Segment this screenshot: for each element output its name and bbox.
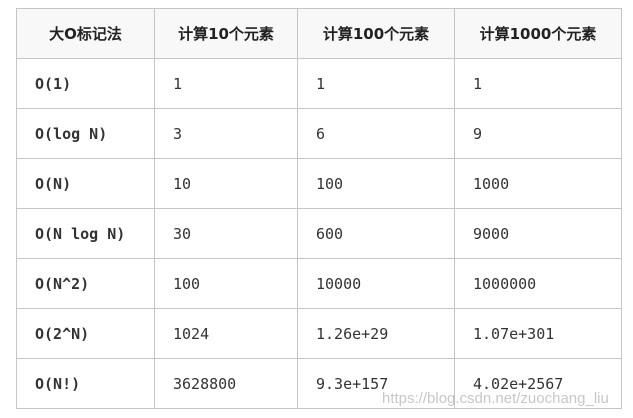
notation-cell: O(N log N) <box>16 208 155 259</box>
watermark: https://blog.csdn.net/zuochang_liu <box>382 390 609 407</box>
value-cell: 10 <box>154 158 298 209</box>
value-cell: 9.3e+157 <box>297 358 455 409</box>
header-1000: 计算1000个元素 <box>454 8 622 59</box>
value-cell: 10000 <box>297 258 455 309</box>
table-row: O(1) 1 1 1 <box>16 58 622 109</box>
notation-cell: O(log N) <box>16 108 155 159</box>
value-cell: 9000 <box>454 208 622 259</box>
header-10: 计算10个元素 <box>154 8 298 59</box>
value-cell: 100 <box>154 258 298 309</box>
value-cell: 30 <box>154 208 298 259</box>
notation-cell: O(2^N) <box>16 308 155 359</box>
value-cell: 3628800 <box>154 358 298 409</box>
table-row: O(N^2) 100 10000 1000000 <box>16 258 622 309</box>
notation-cell: O(N) <box>16 158 155 209</box>
value-cell: 1000 <box>454 158 622 209</box>
header-row: 大O标记法 计算10个元素 计算100个元素 计算1000个元素 <box>16 8 622 59</box>
value-cell: 3 <box>154 108 298 159</box>
notation-cell: O(N!) <box>16 358 155 409</box>
value-cell: 600 <box>297 208 455 259</box>
value-cell: 9 <box>454 108 622 159</box>
value-cell: 1024 <box>154 308 298 359</box>
notation-cell: O(N^2) <box>16 258 155 309</box>
header-notation: 大O标记法 <box>16 8 155 59</box>
table-row: O(N!) 3628800 9.3e+157 4.02e+2567 <box>16 358 622 409</box>
table-row: O(N) 10 100 1000 <box>16 158 622 209</box>
notation-cell: O(1) <box>16 58 155 109</box>
value-cell: 100 <box>297 158 455 209</box>
value-cell: 4.02e+2567 <box>454 358 622 409</box>
table-row: O(N log N) 30 600 9000 <box>16 208 622 259</box>
value-cell: 1.26e+29 <box>297 308 455 359</box>
value-cell: 1 <box>454 58 622 109</box>
value-cell: 1.07e+301 <box>454 308 622 359</box>
value-cell: 1000000 <box>454 258 622 309</box>
header-100: 计算100个元素 <box>297 8 455 59</box>
value-cell: 6 <box>297 108 455 159</box>
value-cell: 1 <box>154 58 298 109</box>
table-row: O(2^N) 1024 1.26e+29 1.07e+301 <box>16 308 622 359</box>
value-cell: 1 <box>297 58 455 109</box>
table-row: O(log N) 3 6 9 <box>16 108 622 159</box>
big-o-table: 大O标记法 计算10个元素 计算100个元素 计算1000个元素 O(1) 1 1 1… <box>16 8 622 409</box>
